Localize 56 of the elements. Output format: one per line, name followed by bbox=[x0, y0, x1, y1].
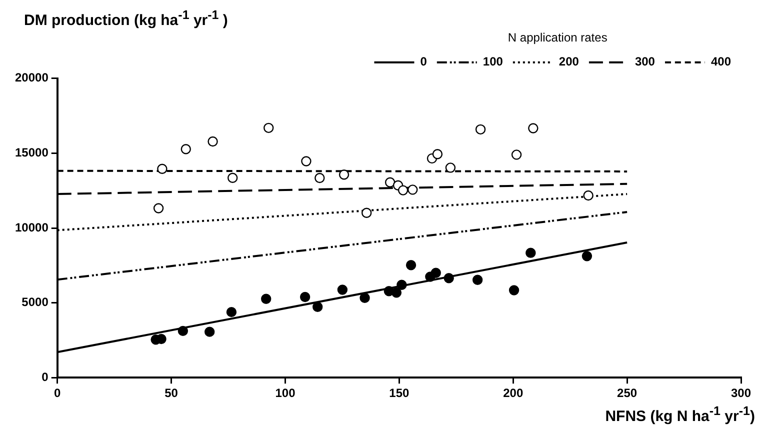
legend-label: 300 bbox=[634, 54, 656, 69]
point bbox=[157, 164, 168, 174]
y-axis-title: DM production (kg ha$^{-1}$ yr$^{-1}$ ) bbox=[24, 8, 229, 29]
point bbox=[508, 285, 520, 296]
legend-label: 100 bbox=[482, 54, 504, 69]
y-tick-label: 5000 bbox=[22, 295, 49, 310]
point bbox=[583, 190, 594, 201]
point bbox=[338, 169, 350, 180]
point bbox=[472, 274, 483, 286]
y-tick-label: 20000 bbox=[14, 70, 49, 85]
x-tick-label: 0 bbox=[54, 386, 62, 400]
point bbox=[396, 280, 407, 290]
point bbox=[384, 177, 396, 188]
point bbox=[360, 292, 370, 303]
x-tick-label: 200 bbox=[503, 386, 524, 400]
x-tick-label: 50 bbox=[164, 386, 178, 400]
x-axis-title: NFNS (kg N ha$^{-1}$ yr$^{-1}$) bbox=[604, 404, 756, 425]
point bbox=[432, 149, 443, 160]
point bbox=[314, 172, 325, 184]
point bbox=[312, 302, 323, 312]
point bbox=[337, 284, 348, 295]
point bbox=[153, 203, 164, 214]
point bbox=[300, 292, 310, 302]
legend-label: 200 bbox=[558, 54, 580, 69]
point bbox=[226, 306, 237, 318]
legend-label: 400 bbox=[710, 54, 732, 69]
point bbox=[511, 150, 522, 160]
x-tick-label: 150 bbox=[389, 386, 410, 400]
point bbox=[391, 288, 402, 298]
y-tick-label: 15000 bbox=[14, 146, 49, 160]
point bbox=[180, 144, 191, 154]
y-tick-label: 0 bbox=[42, 370, 49, 384]
point bbox=[178, 326, 188, 336]
point bbox=[362, 208, 372, 218]
legend-label: 0 bbox=[420, 54, 428, 69]
x-tick-label: 100 bbox=[275, 386, 296, 400]
point bbox=[204, 326, 215, 337]
point bbox=[208, 136, 218, 147]
point bbox=[526, 248, 536, 258]
point bbox=[528, 123, 538, 134]
point bbox=[582, 251, 592, 262]
point bbox=[408, 184, 418, 195]
point bbox=[475, 124, 486, 135]
point bbox=[445, 162, 456, 173]
legend-title: N application rates bbox=[508, 30, 608, 44]
point bbox=[406, 260, 416, 270]
point bbox=[444, 273, 454, 284]
x-tick-label: 300 bbox=[730, 386, 752, 400]
point bbox=[264, 122, 274, 134]
point bbox=[261, 294, 272, 304]
point bbox=[398, 185, 408, 196]
y-tick-label: 10000 bbox=[14, 220, 49, 234]
x-tick-label: 250 bbox=[617, 386, 638, 400]
point bbox=[228, 172, 238, 183]
point bbox=[430, 268, 441, 278]
point bbox=[301, 156, 312, 166]
